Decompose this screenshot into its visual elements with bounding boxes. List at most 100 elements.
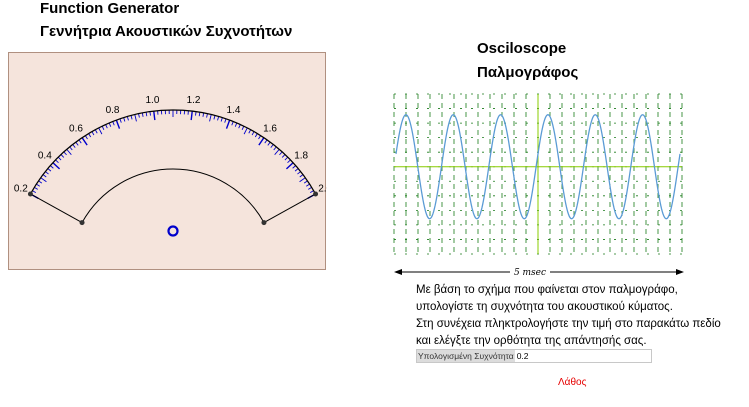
dial-tick [251, 131, 255, 136]
dial-tick [141, 112, 144, 117]
dial-tick [94, 129, 98, 134]
dial-tick [47, 168, 52, 172]
dial-tick [149, 111, 151, 116]
dial-tick [198, 112, 201, 117]
dial-tick [190, 111, 193, 121]
dial-tick [34, 186, 38, 190]
dial-tick [220, 117, 223, 122]
dial-tick [126, 116, 129, 121]
dial-tick [42, 174, 47, 178]
dial-tick [36, 183, 40, 187]
oscilloscope-screen: 5 msec [393, 93, 684, 278]
time-scale-label: 5 msec [514, 268, 546, 278]
dial-tick [202, 112, 205, 117]
dial-tick [66, 149, 72, 155]
dial-tick [206, 113, 208, 118]
dial-tick [297, 171, 301, 175]
dial-tick-label: 0.6 [69, 124, 83, 135]
dial-tick [273, 146, 277, 151]
instruction-line: και ελέγξτε την ορθότητα της απάντησής σ… [416, 335, 647, 347]
dial-tick-label: 1.6 [263, 124, 277, 135]
dial-tick-label: 2.0 [318, 184, 327, 195]
dial-tick [119, 118, 122, 123]
dial-tick [145, 112, 148, 117]
dial-tick [78, 139, 82, 144]
instruction-line: Στη συνέχεια πληκτρολογήστε την τιμή στο… [416, 318, 721, 330]
dial-tick [50, 165, 54, 169]
dial-tick-label: 1.4 [227, 105, 241, 116]
dial-tick [91, 131, 95, 136]
dial-tick-label: 1.2 [187, 95, 201, 106]
dial-tick-label: 0.4 [38, 150, 52, 161]
dial-inner-arc [81, 168, 265, 223]
dial-tick [299, 177, 306, 183]
dial-tick [309, 190, 314, 194]
dial-tick [258, 137, 265, 146]
dial-point [261, 220, 267, 226]
dial-tick [213, 115, 216, 120]
dial-tick [69, 146, 73, 151]
dial-tick [292, 165, 296, 169]
dial-tick [72, 144, 76, 148]
dial-tick [267, 141, 271, 146]
dial-tick [52, 162, 61, 170]
dial-tick [84, 135, 88, 140]
dial-tick [123, 117, 126, 122]
dial-tick [63, 151, 67, 156]
dial-tick [234, 122, 238, 127]
dial-tick [306, 183, 310, 187]
dial-tick [224, 118, 227, 123]
dial-tick [40, 177, 47, 183]
dial-tick [241, 125, 245, 130]
dial-point [313, 191, 319, 197]
dial-tick [248, 129, 252, 134]
frequency-answer-field: Υπολογισμένη Συχνότητα [416, 349, 652, 363]
dial-tick [254, 133, 258, 138]
oscilloscope-title: Osciloscope [477, 40, 567, 57]
dial-knob[interactable] [167, 225, 179, 237]
dial-tick [303, 180, 308, 184]
dial-point [27, 191, 33, 197]
dial-tick [134, 114, 137, 122]
dial-tick [57, 156, 62, 161]
dial-tick [75, 141, 79, 146]
dial-tick [60, 154, 65, 158]
dial-tick [108, 122, 112, 127]
dial-outer-arc [29, 109, 317, 195]
result-message: Λάθος [558, 377, 587, 388]
dial-tick [284, 156, 289, 161]
dial-tick [105, 124, 108, 129]
dial-tick [38, 180, 43, 184]
dial-tick-label: 0.2 [14, 184, 28, 195]
frequency-answer-label: Υπολογισμένη Συχνότητα [417, 350, 515, 362]
dial-tick [32, 190, 37, 194]
dial-tick [238, 124, 241, 129]
dial-tick [231, 121, 234, 126]
frequency-dial[interactable]: 0.2 0.4 0.6 0.8 1.0 1.2 1.4 1.6 1.8 2.0 [9, 53, 327, 271]
dial-tick [217, 116, 220, 121]
dial-tick-label: 1.0 [146, 95, 160, 106]
dial-tick [115, 119, 121, 129]
dial-point [79, 220, 85, 226]
scope-waveform [395, 114, 681, 220]
function-generator-panel: 0.2 0.4 0.6 0.8 1.0 1.2 1.4 1.6 1.8 2.0 [8, 52, 327, 271]
dial-tick [274, 149, 280, 155]
oscilloscope-subtitle: Παλμογράφος [477, 64, 579, 81]
frequency-answer-input[interactable] [514, 350, 651, 362]
dial-tick [209, 114, 212, 122]
instruction-line: Με βάση το σχήμα που φαίνεται στον παλμο… [416, 284, 678, 296]
dial-tick [294, 168, 299, 172]
dial-tick [308, 186, 312, 190]
dial-tick [112, 121, 115, 126]
dial-ticks [30, 110, 316, 199]
dial-tick [299, 174, 304, 178]
dial-left-edge [30, 193, 83, 224]
dial-tick [153, 111, 156, 121]
dial-tick [243, 127, 248, 135]
dial-tick [81, 137, 88, 146]
dial-tick [195, 111, 197, 116]
dial-tick [55, 159, 59, 164]
dial-tick-label: 0.8 [106, 105, 120, 116]
dial-tick-label: 1.8 [294, 150, 308, 161]
dial-tick [45, 171, 49, 175]
